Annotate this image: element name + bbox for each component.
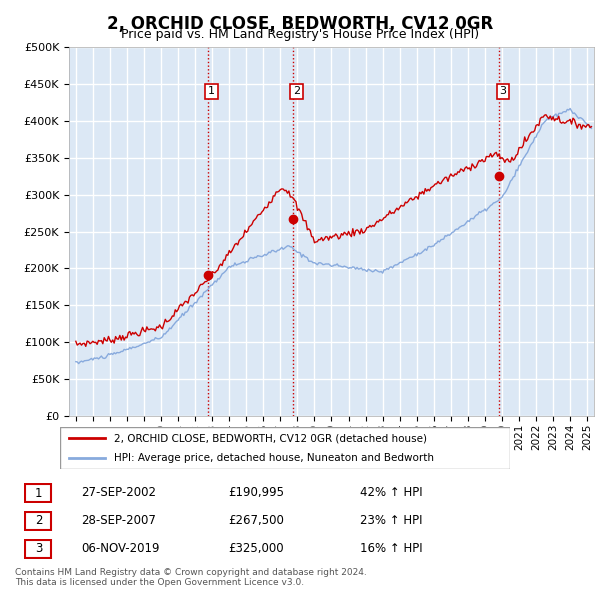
Text: 2, ORCHID CLOSE, BEDWORTH, CV12 0GR: 2, ORCHID CLOSE, BEDWORTH, CV12 0GR	[107, 15, 493, 33]
Text: HPI: Average price, detached house, Nuneaton and Bedworth: HPI: Average price, detached house, Nune…	[114, 454, 434, 463]
Text: Contains HM Land Registry data © Crown copyright and database right 2024.
This d: Contains HM Land Registry data © Crown c…	[15, 568, 367, 587]
Text: 2, ORCHID CLOSE, BEDWORTH, CV12 0GR (detached house): 2, ORCHID CLOSE, BEDWORTH, CV12 0GR (det…	[114, 434, 427, 444]
Text: 1: 1	[208, 87, 215, 96]
Text: 3: 3	[499, 87, 506, 96]
Text: 2: 2	[293, 87, 300, 96]
Text: Price paid vs. HM Land Registry's House Price Index (HPI): Price paid vs. HM Land Registry's House …	[121, 28, 479, 41]
FancyBboxPatch shape	[25, 484, 52, 502]
Text: 27-SEP-2002: 27-SEP-2002	[81, 486, 156, 499]
Text: £325,000: £325,000	[228, 542, 284, 555]
FancyBboxPatch shape	[25, 540, 52, 558]
Text: 28-SEP-2007: 28-SEP-2007	[81, 514, 156, 527]
Text: 06-NOV-2019: 06-NOV-2019	[81, 542, 160, 555]
Text: 16% ↑ HPI: 16% ↑ HPI	[360, 542, 422, 555]
Text: 2: 2	[35, 514, 42, 527]
Text: 23% ↑ HPI: 23% ↑ HPI	[360, 514, 422, 527]
Text: 42% ↑ HPI: 42% ↑ HPI	[360, 486, 422, 499]
Text: £190,995: £190,995	[228, 486, 284, 499]
Text: 3: 3	[35, 542, 42, 555]
Text: £267,500: £267,500	[228, 514, 284, 527]
FancyBboxPatch shape	[25, 512, 52, 530]
Text: 1: 1	[35, 487, 42, 500]
FancyBboxPatch shape	[60, 427, 510, 469]
